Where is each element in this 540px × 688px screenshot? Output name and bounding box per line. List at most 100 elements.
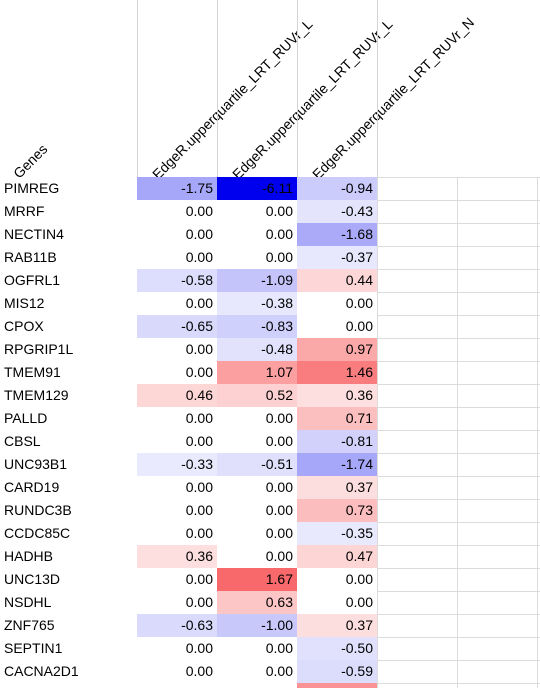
value-cell[interactable]: -1.74 [297, 453, 377, 476]
value-cell[interactable]: 0.97 [297, 338, 377, 361]
value-cell[interactable]: -1.75 [137, 177, 217, 200]
value-cell[interactable]: -0.65 [137, 315, 217, 338]
value-cell[interactable]: 0.52 [217, 384, 297, 407]
value-cell[interactable]: 0.00 [185, 594, 213, 610]
value-cell[interactable]: 0.47 [297, 545, 377, 568]
gene-cell[interactable]: ZNF765 [4, 617, 55, 633]
gene-cell[interactable]: RAB11B [4, 249, 57, 265]
next-row-cell[interactable] [297, 683, 377, 688]
value-cell[interactable]: 0.00 [265, 663, 293, 679]
value-cell[interactable]: 0.00 [265, 525, 293, 541]
value-cell[interactable]: -1.68 [297, 223, 377, 246]
value-cell[interactable]: 0.00 [265, 249, 293, 265]
value-cell[interactable]: 0.00 [185, 479, 213, 495]
value-cell[interactable]: 0.46 [137, 384, 217, 407]
gene-cell[interactable]: CCDC85C [4, 525, 71, 541]
column-header-3[interactable]: EdgeR.upperquartile_LRT_RUVr_N [309, 14, 478, 183]
value-cell[interactable]: 0.00 [185, 341, 213, 357]
column-header-1[interactable]: EdgeR.upperquartile_LRT_RUVr_L [149, 15, 316, 183]
row-gridline [377, 683, 540, 684]
value-cell[interactable]: 0.00 [345, 295, 373, 311]
gene-cell[interactable]: MRRF [4, 203, 45, 219]
value-cell[interactable]: -0.48 [217, 338, 297, 361]
value-cell[interactable]: 0.00 [185, 571, 213, 587]
gene-cell[interactable]: SEPTIN1 [4, 640, 63, 656]
value-cell[interactable]: 1.46 [297, 361, 377, 384]
value-cell[interactable]: -0.81 [297, 430, 377, 453]
header-gridline [297, 0, 298, 177]
gene-cell[interactable]: TMEM91 [4, 364, 61, 380]
gene-cell[interactable]: RUNDC3B [4, 502, 72, 518]
value-cell[interactable]: 0.00 [345, 318, 373, 334]
value-cell[interactable]: 0.00 [265, 479, 293, 495]
value-cell[interactable]: 0.00 [185, 502, 213, 518]
value-cell[interactable]: -6.11 [217, 177, 297, 200]
value-cell[interactable]: -0.33 [137, 453, 217, 476]
value-cell[interactable]: 0.00 [265, 203, 293, 219]
value-cell[interactable]: 0.37 [297, 614, 377, 637]
row-gridline [377, 545, 540, 546]
value-cell[interactable]: -0.63 [137, 614, 217, 637]
value-cell[interactable]: -0.94 [297, 177, 377, 200]
value-cell[interactable]: 0.00 [185, 203, 213, 219]
value-cell[interactable]: -0.51 [217, 453, 297, 476]
value-cell[interactable]: 0.00 [185, 663, 213, 679]
value-cell[interactable]: 0.36 [137, 545, 217, 568]
gene-cell[interactable]: CBSL [4, 433, 41, 449]
gene-cell[interactable]: CACNA2D1 [4, 663, 79, 679]
value-cell[interactable]: -0.83 [217, 315, 297, 338]
value-cell[interactable]: 0.00 [265, 410, 293, 426]
value-cell[interactable]: 1.67 [217, 568, 297, 591]
gene-cell[interactable]: CPOX [4, 318, 44, 334]
value-cell[interactable]: 0.71 [297, 407, 377, 430]
value-cell[interactable]: -0.38 [217, 292, 297, 315]
gene-cell[interactable]: UNC93B1 [4, 456, 68, 472]
gene-cell[interactable]: PALLD [4, 410, 48, 426]
value-cell[interactable]: -0.37 [297, 246, 377, 269]
gene-cell[interactable]: TMEM129 [4, 387, 69, 403]
gene-cell[interactable]: NECTIN4 [4, 226, 64, 242]
row-gridline [377, 453, 540, 454]
value-cell[interactable]: 0.00 [265, 548, 293, 564]
value-cell[interactable]: 0.00 [185, 433, 213, 449]
value-cell[interactable]: 0.00 [265, 226, 293, 242]
value-cell[interactable]: 0.00 [185, 249, 213, 265]
gene-cell[interactable]: NSDHL [4, 594, 52, 610]
value-cell[interactable]: -1.09 [217, 269, 297, 292]
value-cell[interactable]: -0.43 [297, 200, 377, 223]
gene-cell[interactable]: PIMREG [4, 180, 60, 196]
value-cell[interactable]: 0.00 [345, 571, 373, 587]
value-cell[interactable]: 0.00 [265, 502, 293, 518]
value-cell[interactable]: 0.00 [185, 295, 213, 311]
value-cell[interactable]: -0.35 [297, 522, 377, 545]
value-cell[interactable]: 0.00 [185, 640, 213, 656]
value-cell[interactable]: 1.07 [217, 361, 297, 384]
row-gridline [377, 361, 540, 362]
row-gridline [377, 200, 540, 201]
value-cell[interactable]: 0.00 [185, 525, 213, 541]
value-cell[interactable]: 0.37 [297, 476, 377, 499]
value-cell[interactable]: 0.00 [185, 410, 213, 426]
value-cell[interactable]: 0.00 [265, 640, 293, 656]
value-cell[interactable]: 0.63 [217, 591, 297, 614]
value-cell[interactable]: 0.00 [345, 594, 373, 610]
genes-column-header[interactable]: Genes [10, 140, 51, 182]
value-cell[interactable]: 0.36 [297, 384, 377, 407]
value-cell[interactable]: 0.00 [185, 226, 213, 242]
value-cell[interactable]: -0.50 [297, 637, 377, 660]
value-cell[interactable]: 0.73 [297, 499, 377, 522]
gene-cell[interactable]: RPGRIP1L [4, 341, 74, 357]
gene-cell[interactable]: MIS12 [4, 295, 45, 311]
value-cell[interactable]: -0.58 [137, 269, 217, 292]
value-cell[interactable]: -0.59 [297, 660, 377, 683]
value-cell[interactable]: 0.00 [265, 433, 293, 449]
gene-cell[interactable]: CARD19 [4, 479, 60, 495]
gene-cell[interactable]: UNC13D [4, 571, 61, 587]
value-cell[interactable]: 0.00 [185, 364, 213, 380]
value-cell[interactable]: 0.44 [297, 269, 377, 292]
gene-cell[interactable]: HADHB [4, 548, 54, 564]
column-header-2[interactable]: EdgeR.upperquartile_LRT_RUVr_L [229, 15, 396, 183]
gene-cell[interactable]: OGFRL1 [4, 272, 61, 288]
value-cell[interactable]: -1.00 [217, 614, 297, 637]
